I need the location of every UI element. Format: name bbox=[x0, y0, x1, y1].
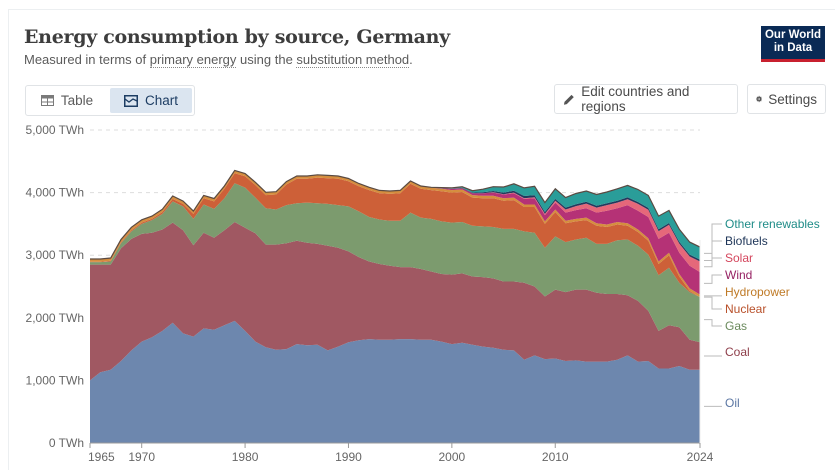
tab-table[interactable]: Table bbox=[26, 86, 108, 115]
owid-logo[interactable]: Our World in Data bbox=[761, 26, 825, 62]
gear-icon bbox=[756, 95, 763, 103]
chart-icon bbox=[123, 94, 138, 107]
table-icon bbox=[40, 95, 54, 106]
chart-frame bbox=[8, 9, 835, 470]
settings-label: Settings bbox=[768, 91, 817, 107]
subtitle-text: Measured in terms of bbox=[24, 52, 150, 67]
tab-chart-label: Chart bbox=[144, 93, 178, 108]
primary-energy-link[interactable]: primary energy bbox=[149, 52, 237, 68]
subtitle-text: . bbox=[409, 52, 413, 67]
logo-line: Our World bbox=[764, 29, 821, 41]
edit-countries-button[interactable]: Edit countries and regions bbox=[554, 84, 738, 114]
tab-chart[interactable]: Chart bbox=[110, 88, 192, 113]
chart-title: Energy consumption by source, Germany bbox=[24, 26, 450, 48]
edit-countries-label: Edit countries and regions bbox=[581, 84, 690, 114]
subtitle-text: using the bbox=[236, 52, 297, 67]
substitution-method-link[interactable]: substitution method bbox=[296, 52, 410, 68]
tab-table-label: Table bbox=[60, 93, 94, 108]
pencil-icon bbox=[563, 94, 574, 105]
view-tabs: Table Chart bbox=[25, 85, 195, 116]
chart-subtitle: Measured in terms of primary energy usin… bbox=[24, 52, 413, 68]
logo-line: in Data bbox=[773, 42, 813, 54]
settings-button[interactable]: Settings bbox=[747, 84, 826, 114]
